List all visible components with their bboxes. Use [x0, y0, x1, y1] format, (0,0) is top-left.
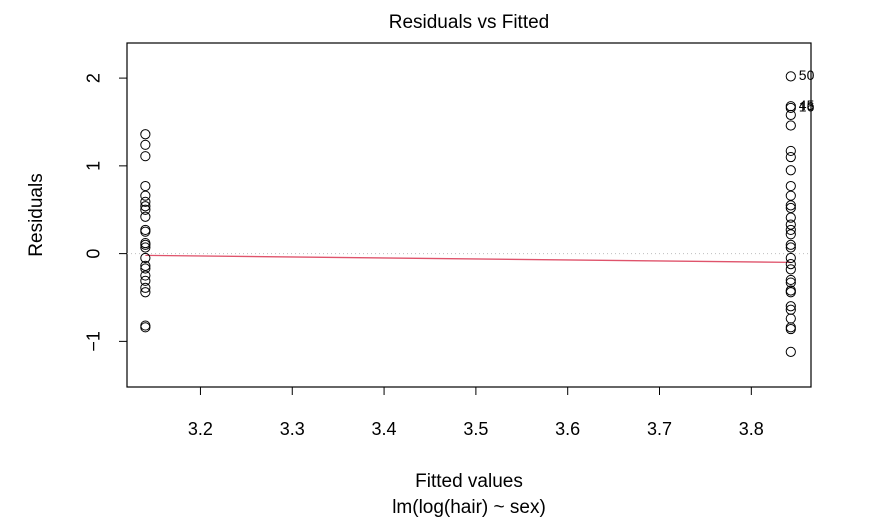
- smooth-fit-line: [145, 254, 791, 264]
- data-point: [785, 151, 796, 163]
- y-tick-label: 0: [84, 249, 104, 259]
- data-point: [785, 165, 796, 176]
- point-label: 50: [799, 67, 815, 83]
- x-tick-label: 3.2: [188, 419, 213, 439]
- data-point: [785, 287, 796, 298]
- data-point: [785, 259, 796, 270]
- data-point: [140, 139, 151, 150]
- data-point: [785, 323, 796, 335]
- y-axis-label: Residuals: [26, 173, 47, 256]
- x-axis-label: Fitted values: [415, 471, 523, 492]
- x-axis: 3.2 3.3 3.4 3.5 3.6 3.7 3.8: [188, 386, 764, 439]
- data-point: [785, 242, 796, 253]
- data-point: [785, 120, 796, 131]
- data-point: [785, 264, 796, 275]
- data-point: [140, 180, 151, 192]
- data-points: [140, 71, 796, 357]
- y-tick-label: 1: [84, 161, 104, 171]
- data-point: [140, 287, 151, 298]
- data-point: [140, 196, 151, 207]
- chart-title: Residuals vs Fitted: [389, 12, 550, 33]
- data-point: [140, 275, 151, 286]
- data-point: [785, 200, 796, 211]
- data-point: [140, 204, 151, 215]
- data-point: [140, 211, 151, 222]
- data-point: [785, 252, 796, 264]
- data-point: [140, 252, 151, 264]
- data-point: [785, 313, 796, 324]
- data-point: [785, 190, 796, 201]
- x-tick-label: 3.3: [280, 419, 305, 439]
- point-label: 16: [799, 99, 815, 115]
- data-point: [140, 322, 151, 333]
- data-point: [140, 242, 151, 253]
- x-tick-label: 3.4: [372, 419, 397, 439]
- data-point: [140, 190, 151, 201]
- data-point: [140, 270, 151, 281]
- data-point: [785, 212, 796, 223]
- data-point: [785, 224, 796, 236]
- x-tick-label: 3.5: [463, 419, 488, 439]
- data-point: [140, 282, 151, 293]
- data-point: [140, 129, 151, 140]
- data-point: [140, 239, 151, 250]
- x-tick-label: 3.8: [739, 419, 764, 439]
- chart-subtitle: lm(log(hair) ~ sex): [392, 497, 546, 518]
- point-label: 45: [799, 97, 815, 113]
- y-axis: −1 0 1 2: [84, 73, 128, 352]
- data-point: [785, 274, 796, 286]
- data-point: [785, 219, 796, 230]
- data-point: [785, 71, 796, 82]
- y-tick-label: −1: [84, 331, 104, 352]
- data-point: [140, 263, 151, 274]
- x-tick-label: 3.6: [555, 419, 580, 439]
- data-point: [785, 301, 796, 312]
- data-point: [785, 229, 796, 240]
- data-point: [785, 180, 796, 192]
- plot-frame: [126, 42, 812, 388]
- y-tick-label: 2: [84, 73, 104, 83]
- data-point: [140, 151, 151, 162]
- data-point: [140, 226, 151, 237]
- x-tick-label: 3.7: [647, 419, 672, 439]
- data-point: [785, 145, 796, 157]
- data-point: [785, 239, 796, 250]
- data-point: [140, 201, 151, 212]
- data-point: [785, 109, 796, 121]
- data-point: [785, 102, 796, 114]
- data-point: [785, 346, 796, 357]
